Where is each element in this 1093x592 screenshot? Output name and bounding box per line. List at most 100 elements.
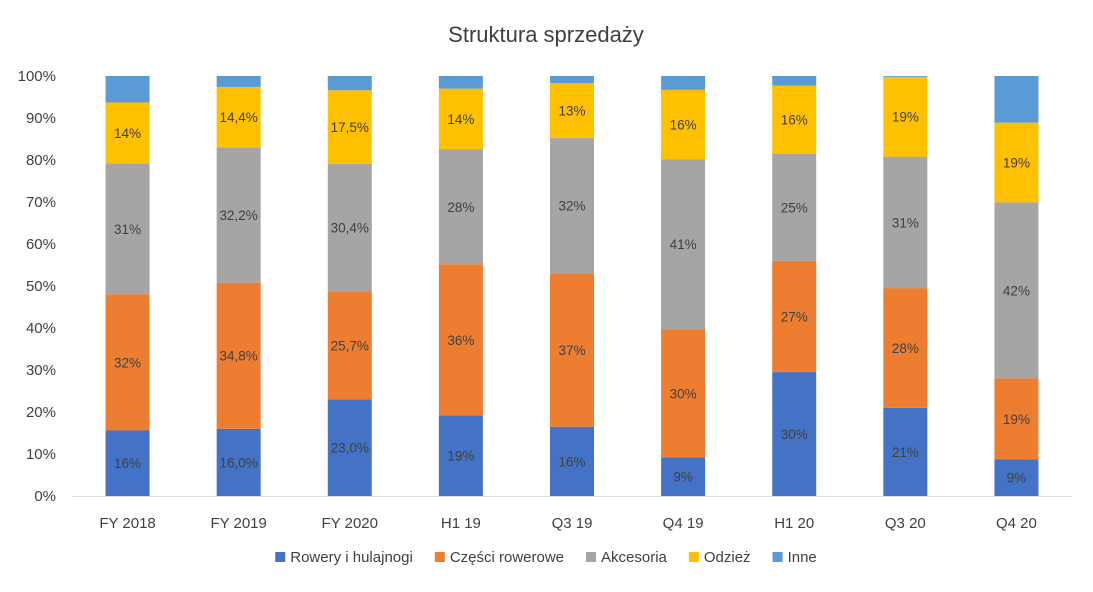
bar-segment [550, 83, 594, 138]
bar-segment [661, 76, 706, 90]
bar-segment [327, 76, 372, 91]
data-label: 21% [892, 445, 919, 460]
data-label: 16,0% [220, 455, 258, 470]
bar-segment [216, 86, 261, 148]
bar-segment [105, 294, 150, 431]
chart-title: Struktura sprzedaży [448, 22, 644, 47]
x-axis: FY 2018 FY 2019 FY 2020 H1 19 Q3 19 Q4 19 H1 2… [72, 496, 1072, 532]
x-category-label: Q3 20 [885, 515, 926, 532]
x-category-label: FY 2020 [322, 515, 378, 532]
y-tick-label: 80% [26, 152, 56, 169]
bar-segment [883, 407, 928, 496]
data-label: 31% [892, 215, 919, 230]
data-label: 17,5% [331, 120, 369, 135]
bar-segment [994, 378, 1039, 460]
bar-segment [327, 90, 372, 164]
y-tick-label: 20% [26, 404, 56, 421]
data-label: 27% [781, 309, 808, 324]
data-label: 32,2% [220, 208, 258, 223]
bar-segment [550, 137, 594, 274]
bar-segment [661, 329, 706, 458]
data-label: 14% [114, 126, 141, 141]
bar-segment [772, 153, 817, 261]
legend-item: Rowery i hulajnogi [275, 549, 413, 566]
bar-segment [327, 291, 372, 400]
data-label: 41% [670, 237, 697, 252]
data-label: 9% [1007, 471, 1027, 486]
data-label: 28% [447, 200, 474, 215]
x-category-label: Q4 19 [663, 515, 704, 532]
bar-segment [772, 76, 817, 86]
bar-segment [438, 264, 483, 416]
x-category-label: FY 2018 [99, 515, 155, 532]
data-label: 19% [892, 110, 919, 125]
bar-segment [883, 76, 928, 157]
bar-segment [550, 76, 594, 84]
legend-label: Akcesoria [601, 549, 668, 566]
bar-segment [994, 122, 1039, 203]
bar-segment [550, 273, 594, 427]
bar-segment [438, 149, 483, 265]
bar-segment [661, 159, 706, 330]
data-label: 16% [114, 456, 141, 471]
legend-label: Inne [788, 549, 817, 566]
bar-segment [772, 372, 817, 496]
data-label: 23,0% [331, 441, 369, 456]
bar-segment [772, 85, 817, 154]
y-tick-label: 30% [26, 362, 56, 379]
y-tick-label: 0% [34, 488, 56, 505]
y-axis: 0% 10% 20% 30% 40% 50% 60% 70% 80% 90% 100% [18, 68, 56, 505]
data-label: 16% [558, 454, 585, 469]
data-label: 28% [892, 341, 919, 356]
x-category-label: Q4 20 [996, 515, 1037, 532]
data-label: 19% [447, 449, 474, 464]
bars-group: 16% 32% 31% 14% 16,0% 34,8% 32,2% 14,4% 23,0% 25,… [105, 76, 1039, 496]
legend-swatch [586, 552, 597, 562]
legend-swatch [772, 552, 783, 562]
x-category-label: H1 20 [774, 515, 814, 532]
data-label: 19% [1003, 156, 1030, 171]
bar-segment [105, 430, 150, 496]
legend-item: Odzież [688, 549, 751, 566]
data-label: 14% [447, 112, 474, 127]
legend-label: Odzież [704, 549, 751, 566]
bar-segment [994, 202, 1039, 379]
bar-segment [883, 156, 928, 289]
data-label: 30% [670, 386, 697, 401]
bar-segment [994, 459, 1039, 496]
x-category-label: H1 19 [441, 515, 481, 532]
bar-segment [105, 102, 150, 164]
bar-segment [105, 76, 150, 103]
data-label: 42% [1003, 283, 1030, 298]
bar-segment [216, 76, 261, 87]
x-category-label: FY 2019 [210, 515, 266, 532]
x-category-label: Q3 19 [552, 515, 593, 532]
legend: Rowery i hulajnogi Części rowerowe Akcesor… [275, 549, 817, 566]
bar-segment [438, 88, 483, 150]
y-tick-label: 60% [26, 236, 56, 253]
y-tick-label: 90% [26, 110, 56, 127]
legend-item: Akcesoria [586, 549, 668, 566]
data-label: 36% [447, 333, 474, 348]
data-label: 30,4% [331, 221, 369, 236]
bar-segment [105, 163, 150, 295]
bar-segment [883, 76, 928, 77]
data-label: 32% [114, 355, 141, 370]
bar-segment [216, 428, 261, 496]
data-label: 25,7% [331, 338, 369, 353]
bar-segment [661, 89, 706, 160]
legend-swatch [275, 552, 286, 562]
bar-segment [438, 415, 483, 496]
bar-segment [661, 457, 706, 496]
data-label: 32% [558, 199, 585, 214]
y-tick-label: 50% [26, 278, 56, 295]
legend-label: Rowery i hulajnogi [290, 549, 413, 566]
bar-segment [550, 426, 594, 496]
data-label: 14,4% [220, 110, 258, 125]
data-label: 13% [558, 103, 585, 118]
y-tick-label: 40% [26, 320, 56, 337]
legend-item: Części rowerowe [434, 549, 564, 566]
y-tick-label: 70% [26, 194, 56, 211]
